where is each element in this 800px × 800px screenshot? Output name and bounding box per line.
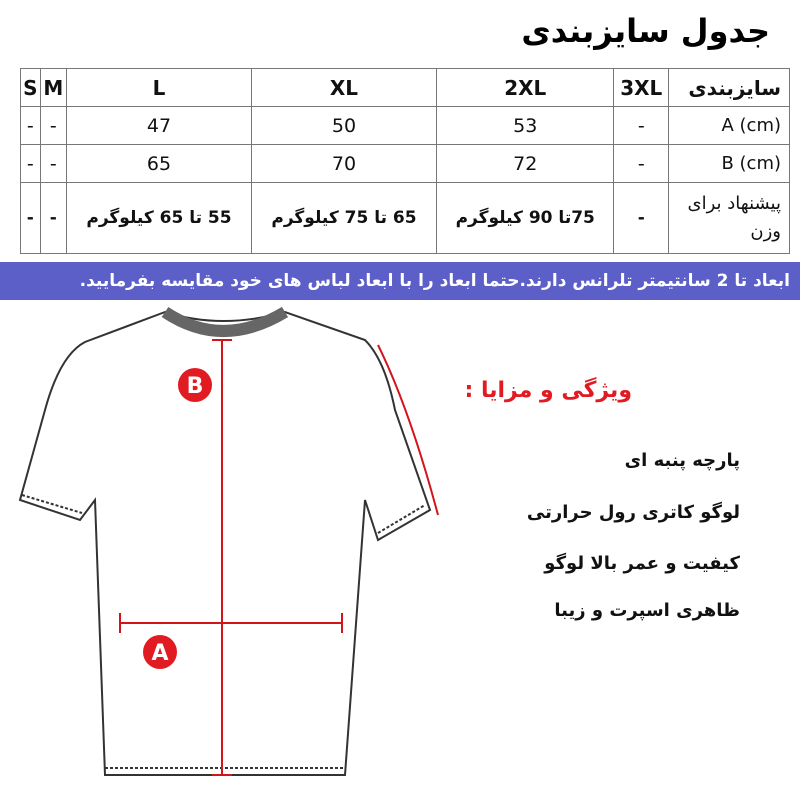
- cell: 50: [250, 106, 437, 145]
- measure-lines: [119, 339, 439, 776]
- page-title: جدول سایزبندی: [521, 12, 770, 50]
- size-s: S: [20, 68, 41, 107]
- feature-item: لوگو کاتری رول حرارتی: [526, 502, 740, 523]
- tolerance-banner: ابعاد تا 2 سانتیمتر تلرانس دارند.حتما اب…: [0, 262, 800, 300]
- feature-item: کیفیت و عمر بالا لوگو: [544, 553, 740, 574]
- cell: 47: [65, 106, 252, 145]
- cell: -: [613, 144, 669, 183]
- cell: 75تا 90 کیلوگرم: [435, 182, 615, 254]
- size-table: سایزبندی 3XL 2XL XL L M S A (cm) - 53 50…: [20, 68, 790, 254]
- table-row: B (cm) - 72 70 65 - -: [20, 144, 790, 183]
- banner-text: ابعاد تا 2 سانتیمتر تلرانس دارند.حتما اب…: [79, 271, 790, 291]
- cell: -: [613, 106, 669, 145]
- cell: -: [20, 182, 41, 254]
- tshirt-outline: [18, 306, 432, 776]
- feature-item: ظاهری اسپرت و زیبا: [554, 600, 740, 621]
- table-row: A (cm) - 53 50 47 - -: [20, 106, 790, 145]
- cell: 70: [250, 144, 437, 183]
- cell: 65: [65, 144, 252, 183]
- cell: -: [20, 106, 41, 145]
- cell: -: [39, 106, 67, 145]
- tshirt-diagram: B A: [18, 306, 439, 776]
- row-label: A (cm): [668, 106, 790, 145]
- table-row: پیشنهاد برای وزن - 75تا 90 کیلوگرم 65 تا…: [20, 182, 790, 254]
- cell: -: [39, 182, 67, 254]
- cell: 55 تا 65 کیلوگرم: [65, 182, 252, 254]
- row-label: B (cm): [668, 144, 790, 183]
- features-title: ویژگی و مزایا :: [464, 378, 633, 403]
- row-label: پیشنهاد برای وزن: [668, 182, 790, 254]
- cell: 53: [435, 106, 615, 145]
- size-2xl: 2XL: [435, 68, 615, 107]
- table-header-row: سایزبندی 3XL 2XL XL L M S: [20, 68, 790, 107]
- marker-b: [178, 368, 212, 402]
- cell: -: [20, 144, 41, 183]
- cell: 65 تا 75 کیلوگرم: [250, 182, 437, 254]
- cell: -: [39, 144, 67, 183]
- marker-a-label: A: [151, 641, 168, 666]
- size-3xl: 3XL: [613, 68, 669, 107]
- marker-a: [143, 635, 177, 669]
- cell: 72: [435, 144, 615, 183]
- marker-b-label: B: [187, 374, 204, 399]
- size-xl: XL: [250, 68, 437, 107]
- cell: -: [613, 182, 669, 254]
- header-label: سایزبندی: [668, 68, 790, 107]
- size-m: M: [39, 68, 67, 107]
- feature-item: پارچه پنبه ای: [624, 450, 740, 471]
- size-l: L: [65, 68, 252, 107]
